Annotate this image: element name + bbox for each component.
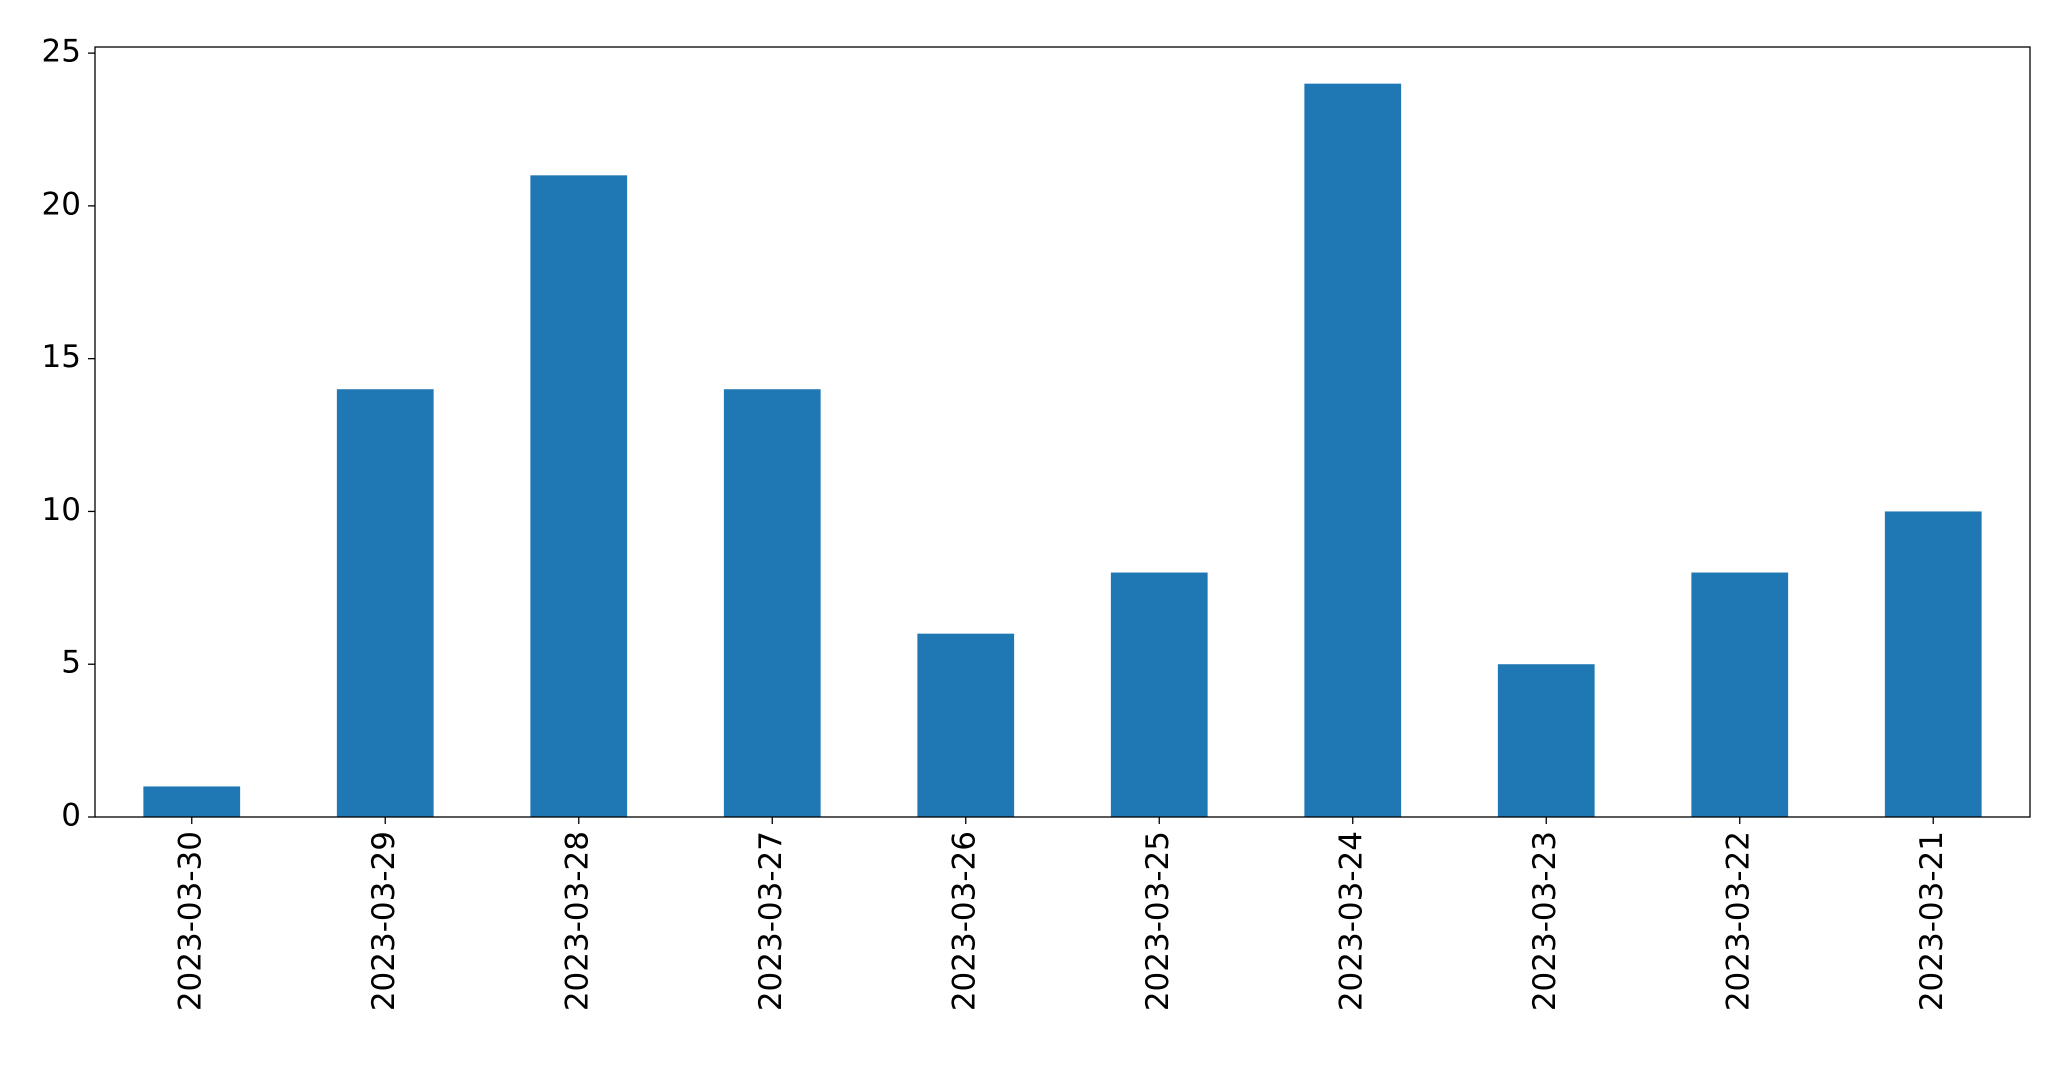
y-tick-label: 5 (61, 645, 81, 681)
y-tick-label: 20 (42, 186, 81, 222)
x-tick-label: 2023-03-22 (1720, 831, 1756, 1011)
plot-frame (94, 46, 2031, 818)
bar (1691, 572, 1789, 817)
bar (1497, 664, 1595, 817)
x-tick-label: 2023-03-24 (1333, 831, 1369, 1011)
bar (1110, 572, 1208, 817)
bar (1884, 511, 1982, 817)
bar (336, 389, 434, 817)
x-tick-label: 2023-03-23 (1527, 831, 1563, 1011)
bar (1304, 83, 1402, 817)
y-tick-label: 25 (42, 34, 81, 70)
x-tick-label: 2023-03-21 (1914, 831, 1950, 1011)
x-tick-label: 2023-03-26 (946, 831, 982, 1011)
bar (723, 389, 821, 817)
x-tick-label: 2023-03-27 (753, 831, 789, 1011)
x-tick-label: 2023-03-29 (366, 831, 402, 1011)
y-tick-label: 0 (61, 798, 81, 834)
x-tick-label: 2023-03-25 (1140, 831, 1176, 1011)
y-tick-label: 10 (42, 492, 81, 528)
x-tick-label: 2023-03-28 (559, 831, 595, 1011)
bar (917, 633, 1015, 817)
y-tick-label: 15 (42, 339, 81, 375)
bar (143, 786, 241, 817)
bar (530, 175, 628, 818)
x-tick-label: 2023-03-30 (172, 831, 208, 1011)
